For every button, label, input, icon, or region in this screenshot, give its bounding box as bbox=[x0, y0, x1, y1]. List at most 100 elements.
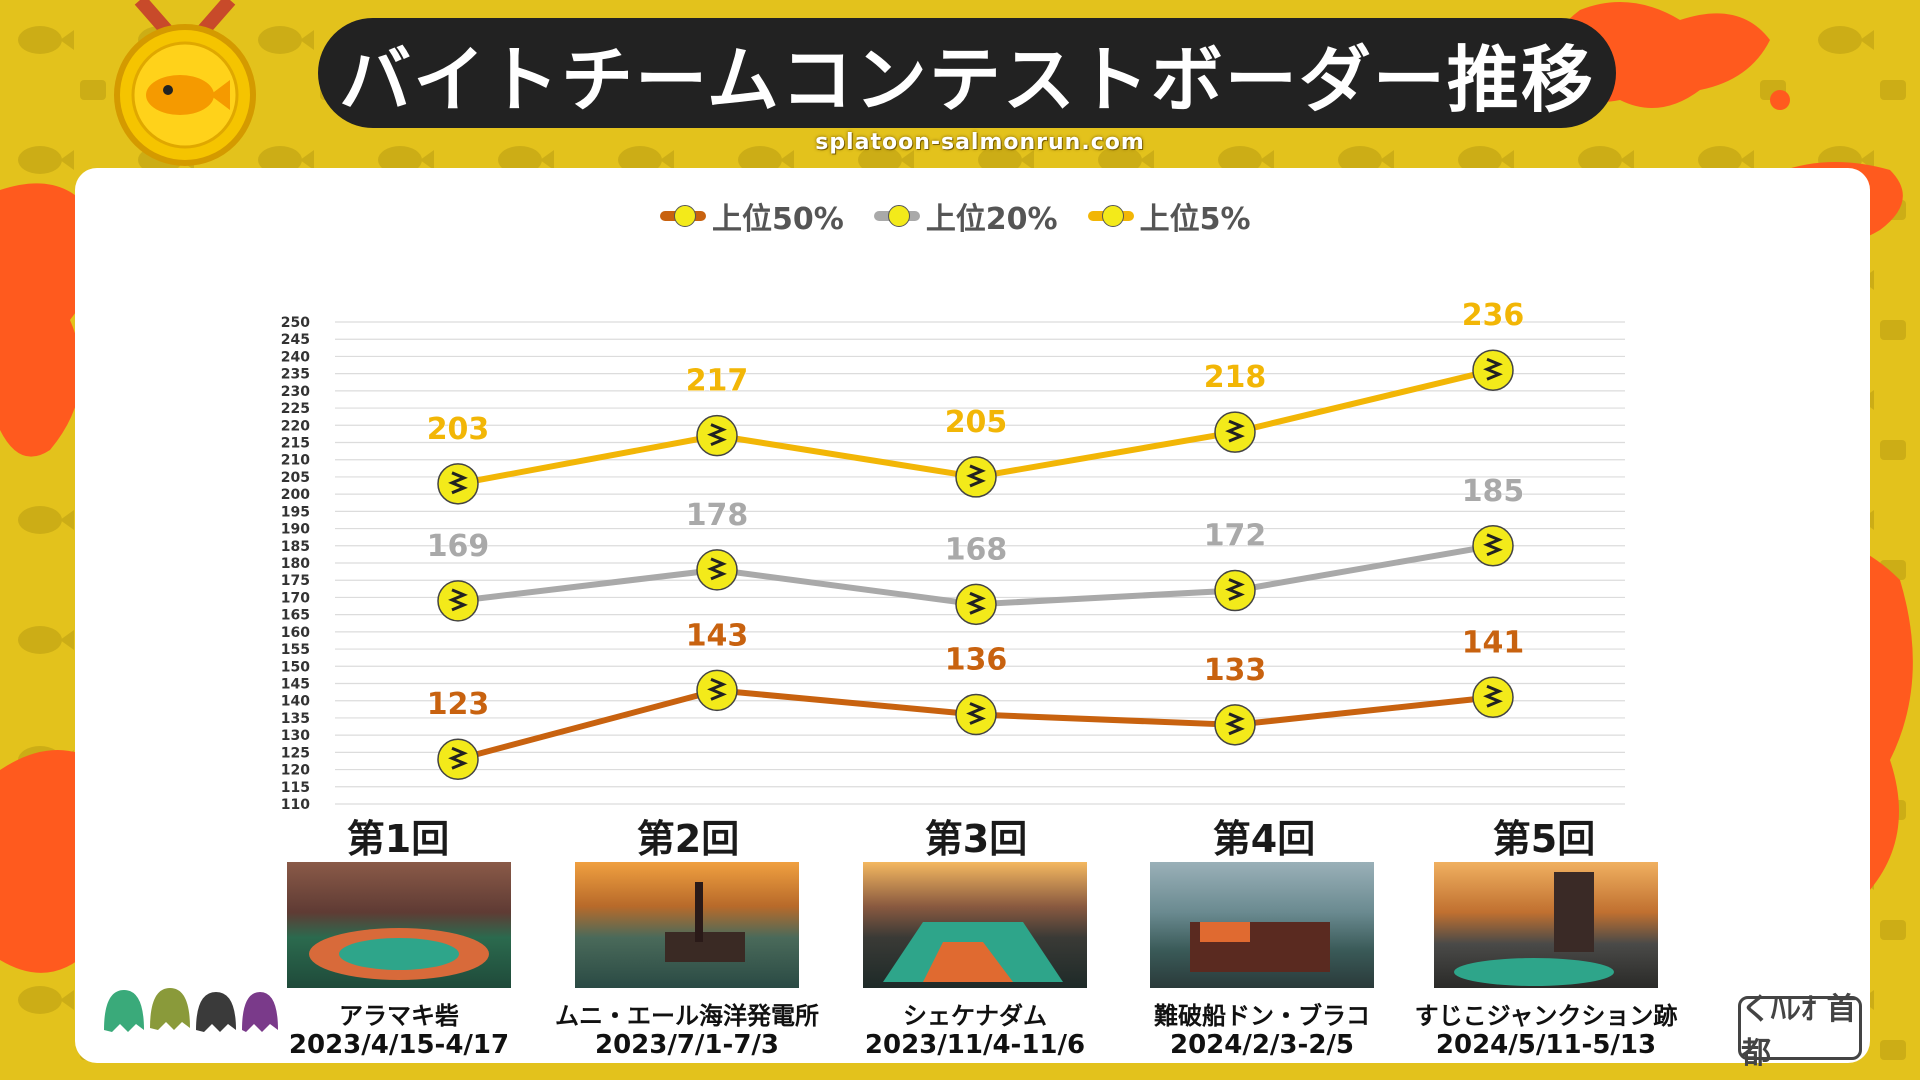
y-tick-label: 115 bbox=[281, 780, 310, 796]
data-label: 123 bbox=[427, 687, 490, 722]
marker-glyph bbox=[707, 557, 727, 581]
stage-thumbnail-1 bbox=[287, 862, 511, 988]
squid-icon bbox=[242, 992, 278, 1032]
y-tick-label: 245 bbox=[281, 332, 310, 348]
y-tick-label: 130 bbox=[281, 728, 310, 744]
data-label: 236 bbox=[1462, 298, 1525, 333]
data-label: 172 bbox=[1204, 519, 1267, 554]
stage-thumbnail-5 bbox=[1434, 862, 1658, 988]
data-label: 141 bbox=[1462, 625, 1525, 660]
data-label: 218 bbox=[1204, 360, 1267, 395]
title-bar: バイトチームコンテストボーダー推移 bbox=[318, 18, 1616, 128]
legend-item-top50: 上位50% bbox=[660, 194, 844, 238]
splat-left bbox=[0, 183, 97, 457]
legend-item-top20: 上位20% bbox=[873, 194, 1058, 238]
y-tick-label: 175 bbox=[281, 573, 310, 589]
legend-label-top20: 上位20% bbox=[925, 202, 1058, 237]
stage-dates-2: 2023/7/1-7/3 bbox=[594, 1030, 779, 1060]
site-url: splatoon-salmonrun.com bbox=[815, 130, 1145, 155]
stage-dates-1: 2023/4/15-4/17 bbox=[288, 1030, 510, 1060]
marker-glyph bbox=[707, 678, 727, 701]
round-label-3: 第3回 bbox=[924, 817, 1028, 861]
site-logo-text: くﾊﾚｵ 首都 bbox=[1741, 992, 1857, 1071]
marker-glyph bbox=[448, 471, 468, 495]
data-label: 169 bbox=[427, 529, 490, 564]
squid-icon bbox=[104, 990, 144, 1032]
marker-glyph bbox=[1225, 419, 1245, 443]
stage-name-1: アラマキ砦 bbox=[339, 1002, 459, 1030]
y-tick-label: 125 bbox=[281, 745, 310, 761]
stage-name-4: 難破船ドン・ブラコ bbox=[1154, 1002, 1370, 1030]
y-tick-label: 235 bbox=[281, 367, 310, 383]
y-tick-label: 190 bbox=[281, 522, 310, 538]
marker-glyph bbox=[966, 591, 986, 615]
stage-name-3: シェケナダム bbox=[903, 1002, 1047, 1030]
stage-dates-4: 2024/2/3-2/5 bbox=[1169, 1030, 1354, 1060]
y-tick-label: 210 bbox=[281, 453, 310, 469]
site-logo: くﾊﾚｵ 首都 bbox=[1738, 992, 1862, 1071]
round-label-5: 第5回 bbox=[1492, 817, 1596, 861]
marker-glyph bbox=[1483, 357, 1503, 381]
round-label-2: 第2回 bbox=[636, 817, 740, 861]
squid-icon bbox=[150, 988, 190, 1030]
data-label: 185 bbox=[1462, 474, 1525, 509]
page-title: バイトチームコンテストボーダー推移 bbox=[339, 37, 1595, 122]
data-label: 168 bbox=[945, 532, 1008, 567]
y-tick-label: 170 bbox=[281, 590, 310, 606]
y-tick-label: 240 bbox=[281, 349, 310, 365]
data-label: 143 bbox=[686, 618, 749, 653]
y-tick-label: 215 bbox=[281, 436, 310, 452]
data-label: 178 bbox=[686, 498, 749, 533]
y-tick-label: 180 bbox=[281, 556, 310, 572]
marker-glyph bbox=[448, 746, 468, 770]
salmon-medal-icon bbox=[114, 0, 256, 166]
y-tick-label: 250 bbox=[281, 315, 310, 331]
y-tick-label: 185 bbox=[281, 539, 310, 555]
stage-thumbnail-3 bbox=[863, 862, 1087, 988]
stage-name-2: ムニ・エール海洋発電所 bbox=[555, 1002, 819, 1030]
marker-glyph bbox=[448, 588, 468, 612]
marker-glyph bbox=[1483, 533, 1503, 557]
y-tick-label: 230 bbox=[281, 384, 310, 400]
round-label-1: 第1回 bbox=[346, 817, 450, 861]
y-tick-label: 135 bbox=[281, 711, 310, 727]
marker-glyph bbox=[966, 464, 986, 488]
y-tick-label: 195 bbox=[281, 504, 310, 520]
legend-label-top50: 上位50% bbox=[712, 202, 844, 237]
marker-glyph bbox=[1225, 712, 1245, 736]
y-tick-label: 145 bbox=[281, 677, 310, 693]
stage-name-5: すじこジャンクション跡 bbox=[1414, 1002, 1678, 1030]
stage-thumbnail-2 bbox=[575, 862, 799, 988]
legend-swatch-top50 bbox=[660, 205, 706, 227]
y-tick-label: 155 bbox=[281, 642, 310, 658]
data-label: 203 bbox=[427, 412, 490, 447]
marker-glyph bbox=[966, 702, 986, 725]
data-label: 133 bbox=[1204, 653, 1267, 688]
marker-glyph bbox=[1483, 684, 1503, 708]
legend-swatch-top5 bbox=[1087, 205, 1134, 227]
y-tick-label: 160 bbox=[281, 625, 310, 641]
legend-item-top5: 上位5% bbox=[1087, 194, 1251, 238]
y-tick-label: 200 bbox=[281, 487, 310, 503]
y-tick-label: 225 bbox=[281, 401, 310, 417]
y-tick-label: 205 bbox=[281, 470, 310, 486]
legend-label-top5: 上位5% bbox=[1139, 202, 1251, 237]
y-tick-label: 120 bbox=[281, 763, 310, 779]
squid-icon bbox=[196, 992, 236, 1032]
stage-dates-3: 2023/11/4-11/6 bbox=[864, 1030, 1086, 1060]
round-label-4: 第4回 bbox=[1212, 817, 1316, 861]
chart-legend: 上位50% 上位20% 上位5% bbox=[660, 194, 1251, 238]
y-tick-label: 150 bbox=[281, 659, 310, 675]
marker-glyph bbox=[1225, 578, 1245, 601]
y-tick-label: 220 bbox=[281, 418, 310, 434]
y-tick-label: 110 bbox=[281, 797, 310, 813]
y-tick-label: 165 bbox=[281, 608, 310, 624]
legend-swatch-top20 bbox=[873, 205, 920, 227]
stage-dates-5: 2024/5/11-5/13 bbox=[1435, 1030, 1657, 1060]
mascot-icons bbox=[104, 988, 278, 1032]
marker-glyph bbox=[707, 423, 727, 446]
stage-thumbnail-4 bbox=[1150, 862, 1374, 988]
data-label: 205 bbox=[945, 405, 1008, 440]
y-tick-label: 140 bbox=[281, 694, 310, 710]
